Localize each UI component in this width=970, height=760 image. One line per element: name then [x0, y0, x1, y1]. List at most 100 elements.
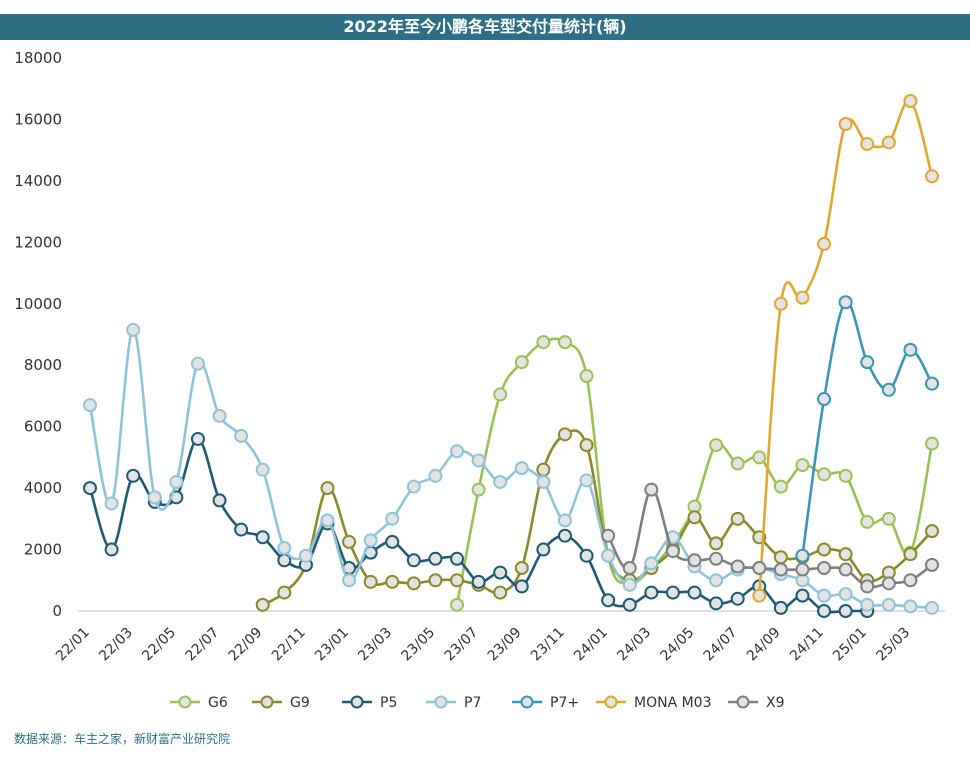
data-point [622, 577, 637, 592]
legend-swatch-marker [604, 695, 618, 709]
x-tick-label: 22/05 [139, 625, 179, 665]
data-point [255, 462, 270, 477]
x-tick-label: 24/01 [571, 625, 611, 665]
data-point [881, 511, 896, 526]
data-point [730, 511, 745, 526]
data-point [234, 428, 249, 443]
legend-item: G9 [252, 695, 310, 711]
data-point [903, 573, 918, 588]
data-point [557, 513, 572, 528]
data-point [795, 548, 810, 563]
y-tick-label: 10000 [14, 295, 62, 313]
legend: G6 G9 P5 P7 P7+ MONA M03 X9 [170, 695, 785, 711]
data-point [709, 536, 724, 551]
data-point [190, 431, 205, 446]
series-p7 [83, 322, 939, 615]
x-tick-label: 23/03 [355, 625, 395, 665]
data-point [450, 573, 465, 588]
data-point [817, 236, 832, 251]
data-point [838, 547, 853, 562]
data-point [406, 479, 421, 494]
x-tick-label: 24/03 [614, 625, 654, 665]
data-point [169, 474, 184, 489]
series-mona-m03 [752, 94, 939, 603]
data-point [709, 551, 724, 566]
data-point [406, 553, 421, 568]
data-point [342, 573, 357, 588]
data-point [557, 427, 572, 442]
y-axis-ticks: 0 2000 4000 6000 8000 10000 12000 14000 16000 180… [14, 49, 62, 620]
data-point [860, 514, 875, 529]
data-point [881, 382, 896, 397]
data-point [817, 604, 832, 618]
data-point [622, 597, 637, 612]
data-point [903, 342, 918, 357]
data-point [363, 574, 378, 589]
y-tick-label: 4000 [24, 479, 62, 497]
legend-item: P5 [342, 695, 397, 711]
data-point [363, 533, 378, 548]
legend-label: G9 [290, 695, 310, 711]
data-point [838, 604, 853, 618]
data-point [493, 585, 508, 600]
data-point [536, 335, 551, 350]
data-point [104, 542, 119, 557]
legend-swatch-marker [736, 695, 750, 709]
data-point [493, 565, 508, 580]
data-point [795, 290, 810, 305]
data-point [730, 456, 745, 471]
data-point [795, 458, 810, 473]
data-point [298, 548, 313, 563]
x-tick-label: 25/03 [873, 625, 913, 665]
data-point [471, 453, 486, 468]
data-point [385, 511, 400, 526]
data-point [385, 534, 400, 549]
legend-item: MONA M03 [596, 695, 712, 711]
series-layer [83, 94, 939, 618]
data-point [773, 600, 788, 615]
data-point [126, 468, 141, 483]
x-tick-label: 24/11 [787, 625, 827, 665]
x-tick-label: 25/01 [830, 625, 870, 665]
data-point [557, 528, 572, 543]
data-point [277, 585, 292, 600]
data-point [644, 482, 659, 497]
data-point [903, 599, 918, 614]
data-point [536, 542, 551, 557]
data-point [622, 560, 637, 575]
y-tick-label: 8000 [24, 356, 62, 374]
data-point [665, 544, 680, 559]
data-point [817, 392, 832, 407]
y-tick-label: 12000 [14, 233, 62, 251]
y-tick-label: 6000 [24, 418, 62, 436]
data-point [860, 137, 875, 152]
data-point [687, 585, 702, 600]
y-tick-label: 18000 [14, 49, 62, 67]
data-point [773, 296, 788, 311]
data-point [83, 398, 97, 413]
data-point [709, 438, 724, 453]
x-tick-label: 24/05 [657, 625, 697, 665]
x-tick-label: 23/07 [442, 625, 482, 665]
data-point [925, 557, 939, 572]
data-point [773, 479, 788, 494]
data-point [514, 355, 529, 370]
data-point [385, 574, 400, 589]
y-tick-label: 2000 [24, 541, 62, 559]
data-point [730, 559, 745, 574]
data-point [860, 355, 875, 370]
data-point [881, 576, 896, 591]
data-point [903, 547, 918, 562]
data-point [579, 438, 594, 453]
x-tick-label: 22/11 [269, 625, 309, 665]
data-point [752, 560, 767, 575]
data-point [709, 596, 724, 611]
series-line [757, 99, 934, 596]
legend-item: P7 [426, 695, 481, 711]
y-tick-label: 16000 [14, 110, 62, 128]
data-point [601, 528, 616, 543]
data-point [817, 588, 832, 603]
data-point [126, 322, 141, 337]
data-point [687, 510, 702, 525]
data-point [536, 462, 551, 477]
